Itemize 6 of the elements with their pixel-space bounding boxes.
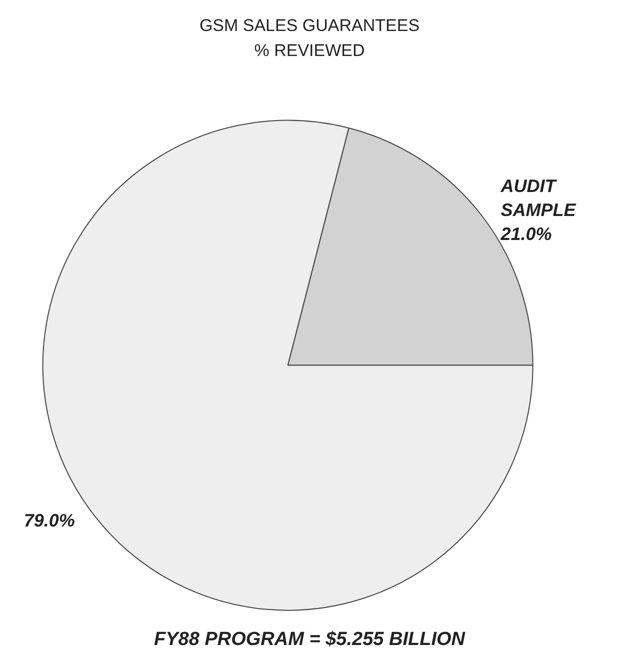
chart-title: GSM SALES GUARANTEES xyxy=(199,16,420,35)
chart-subtitle: % REVIEWED xyxy=(254,41,365,60)
text: FY88 PROGRAM = $5.255 BILLION xyxy=(154,629,466,650)
data-label: 79.0% xyxy=(24,510,75,530)
slice-label: AUDIT SAMPLE xyxy=(500,176,577,220)
data-label: 21.0% xyxy=(500,224,552,244)
